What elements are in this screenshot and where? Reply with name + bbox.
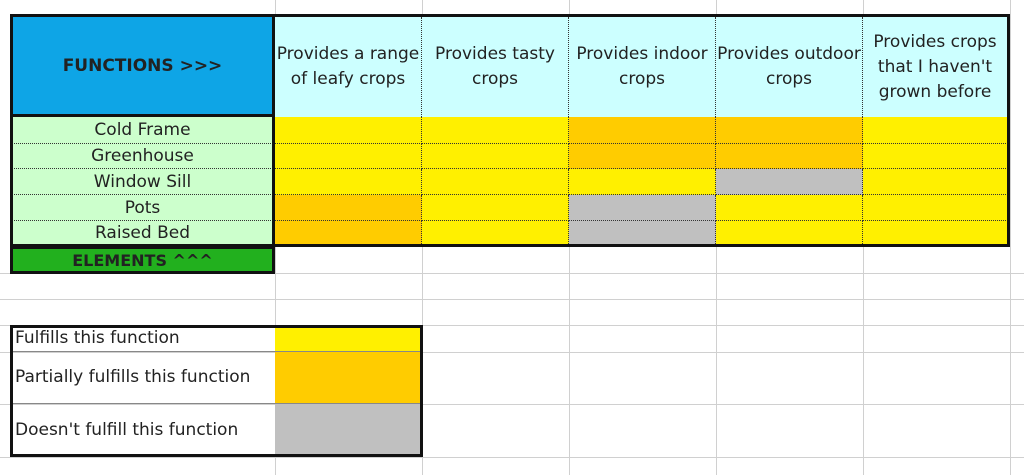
gridline — [1010, 0, 1011, 475]
rating-cell[interactable] — [275, 195, 422, 221]
legend-swatch[interactable] — [275, 352, 422, 404]
rating-cell[interactable] — [863, 195, 1008, 221]
legend-label[interactable]: Partially fulfills this function — [10, 352, 275, 404]
rating-cell[interactable] — [863, 221, 1008, 246]
rating-cell[interactable] — [422, 144, 569, 169]
element-name-cell[interactable]: Greenhouse — [10, 144, 275, 169]
gridline — [0, 457, 1024, 458]
rating-cell[interactable] — [716, 195, 863, 221]
rating-cell[interactable] — [716, 144, 863, 169]
rating-cell[interactable] — [569, 221, 716, 246]
rating-cell[interactable] — [275, 144, 422, 169]
function-header-cell[interactable]: Provides indoor crops — [569, 17, 716, 117]
gridline — [0, 404, 1024, 405]
rating-cell[interactable] — [569, 169, 716, 195]
function-header-cell[interactable]: Provides a range of leafy crops — [275, 17, 422, 117]
rating-cell[interactable] — [716, 169, 863, 195]
element-name-cell[interactable]: Raised Bed — [10, 221, 275, 246]
rating-cell[interactable] — [422, 221, 569, 246]
rating-cell[interactable] — [422, 195, 569, 221]
rating-cell[interactable] — [716, 117, 863, 144]
legend-swatch[interactable] — [275, 325, 422, 352]
rating-cell[interactable] — [422, 169, 569, 195]
function-header-cell[interactable]: Provides tasty crops — [422, 17, 569, 117]
legend-label[interactable]: Doesn't fulfill this function — [10, 404, 275, 457]
gridline — [0, 273, 1024, 274]
gridline — [0, 352, 1024, 353]
elements-label-cell[interactable]: ELEMENTS ^^^ — [10, 246, 275, 274]
rating-cell[interactable] — [275, 117, 422, 144]
rating-cell[interactable] — [863, 144, 1008, 169]
element-name-cell[interactable]: Cold Frame — [10, 117, 275, 144]
rating-cell[interactable] — [275, 221, 422, 246]
rating-cell[interactable] — [863, 117, 1008, 144]
gridline — [0, 299, 1024, 300]
rating-cell[interactable] — [275, 169, 422, 195]
functions-header-cell[interactable]: FUNCTIONS >>> — [10, 14, 275, 117]
rating-cell[interactable] — [716, 221, 863, 246]
rating-cell[interactable] — [569, 195, 716, 221]
legend-swatch[interactable] — [275, 404, 422, 457]
rating-cell[interactable] — [569, 144, 716, 169]
rating-cell[interactable] — [863, 169, 1008, 195]
function-header-cell[interactable]: Provides crops that I haven't grown befo… — [863, 17, 1008, 117]
element-name-cell[interactable]: Pots — [10, 195, 275, 221]
gridline — [0, 325, 1024, 326]
rating-cell[interactable] — [422, 117, 569, 144]
element-name-cell[interactable]: Window Sill — [10, 169, 275, 195]
rating-cell[interactable] — [569, 117, 716, 144]
function-header-cell[interactable]: Provides outdoor crops — [716, 17, 863, 117]
legend-label[interactable]: Fulfills this function — [10, 325, 275, 352]
